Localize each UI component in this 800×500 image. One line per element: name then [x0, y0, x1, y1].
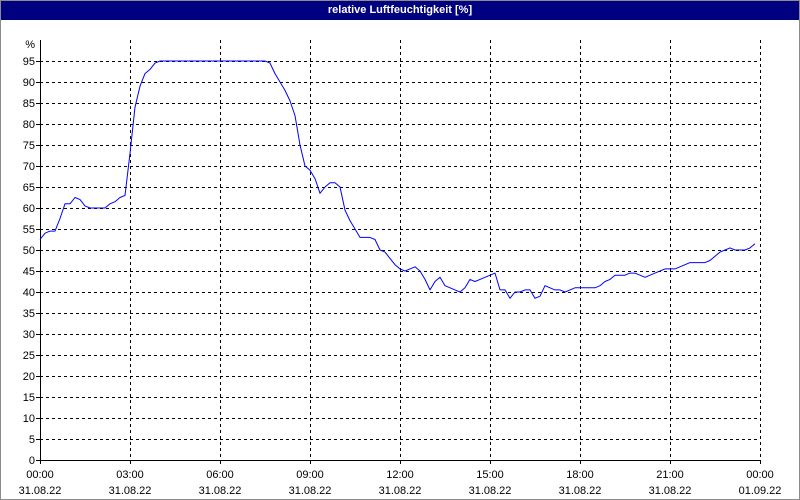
axis-tick-marks: [36, 61, 761, 464]
y-tick-label: 10: [23, 413, 35, 425]
y-tick-label: 95: [23, 56, 35, 68]
y-tick-label: 60: [23, 203, 35, 215]
x-tick-date-label: 31.08.22: [199, 485, 242, 497]
x-tick-date-label: 01.09.22: [739, 485, 782, 497]
x-tick-time-label: 12:00: [386, 469, 414, 481]
x-tick-date-label: 31.08.22: [19, 485, 62, 497]
y-tick-label: 5: [29, 434, 35, 446]
y-tick-label: 55: [23, 224, 35, 236]
y-tick-label: 25: [23, 350, 35, 362]
y-tick-label: 40: [23, 287, 35, 299]
grid-lines: [40, 40, 761, 460]
humidity-series-line: [39, 60, 756, 299]
y-tick-label: 80: [23, 119, 35, 131]
x-tick-date-label: 31.08.22: [469, 485, 512, 497]
y-tick-label: 20: [23, 371, 35, 383]
x-tick-time-label: 15:00: [476, 469, 504, 481]
x-tick-date-label: 31.08.22: [649, 485, 692, 497]
y-tick-label: 90: [23, 77, 35, 89]
y-tick-label: 35: [23, 308, 35, 320]
x-tick-time-label: 00:00: [746, 469, 774, 481]
x-tick-date-label: 31.08.22: [379, 485, 422, 497]
x-tick-time-label: 09:00: [296, 469, 324, 481]
x-tick-date-label: 31.08.22: [559, 485, 602, 497]
chart-title: relative Luftfeuchtigkeit [%]: [327, 4, 473, 16]
y-tick-label: 65: [23, 182, 35, 194]
y-tick-label: 30: [23, 329, 35, 341]
y-tick-label: 50: [23, 245, 35, 257]
y-tick-label: 45: [23, 266, 35, 278]
x-tick-time-label: 06:00: [206, 469, 234, 481]
chart-title-bar: relative Luftfeuchtigkeit [%]: [1, 1, 799, 20]
x-tick-date-label: 31.08.22: [289, 485, 332, 497]
x-tick-time-label: 03:00: [116, 469, 144, 481]
y-axis-unit-label: %: [25, 39, 35, 51]
y-tick-label: 85: [23, 98, 35, 110]
y-tick-label: 0: [29, 455, 35, 467]
y-tick-label: 75: [23, 140, 35, 152]
x-tick-time-label: 18:00: [566, 469, 594, 481]
x-tick-time-label: 00:00: [26, 469, 54, 481]
x-tick-date-label: 31.08.22: [109, 485, 152, 497]
y-tick-labels: 0 5 10 15 20 25 30 35 40 45 50 55 60 65 70 75 80 85 90 95: [23, 56, 35, 467]
y-tick-label: 15: [23, 392, 35, 404]
x-tick-time-label: 21:00: [656, 469, 684, 481]
x-tick-labels: 00:00 31.08.22 03:00 31.08.22 06:00 31.08.22 0…: [19, 469, 782, 497]
y-tick-label: 70: [23, 161, 35, 173]
